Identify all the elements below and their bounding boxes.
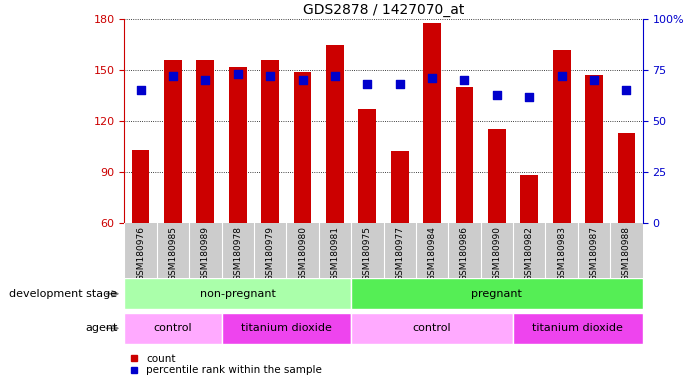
Text: GSM180976: GSM180976: [136, 227, 145, 281]
Bar: [294, 72, 312, 223]
Text: non-pregnant: non-pregnant: [200, 289, 276, 299]
Text: GSM180988: GSM180988: [622, 227, 631, 281]
Bar: [455, 87, 473, 223]
Text: GSM180984: GSM180984: [428, 227, 437, 281]
Text: agent: agent: [85, 323, 117, 333]
Point: [265, 73, 276, 79]
Text: GSM180982: GSM180982: [524, 227, 533, 281]
Bar: [585, 75, 603, 223]
Bar: [553, 50, 571, 223]
Text: GSM180983: GSM180983: [557, 227, 566, 281]
Bar: [359, 109, 376, 223]
Bar: [351, 313, 513, 344]
Title: GDS2878 / 1427070_at: GDS2878 / 1427070_at: [303, 3, 464, 17]
Text: control: control: [413, 323, 451, 333]
Text: titanium dioxide: titanium dioxide: [532, 323, 623, 333]
Text: GSM180981: GSM180981: [330, 227, 339, 281]
Point: [297, 77, 308, 83]
Text: GSM180975: GSM180975: [363, 227, 372, 281]
Text: GSM180978: GSM180978: [234, 227, 243, 281]
Text: GSM180977: GSM180977: [395, 227, 404, 281]
Text: titanium dioxide: titanium dioxide: [241, 323, 332, 333]
Point: [330, 73, 341, 79]
Bar: [520, 175, 538, 223]
Point: [232, 71, 243, 77]
Text: development stage: development stage: [10, 289, 117, 299]
Text: GSM180985: GSM180985: [169, 227, 178, 281]
Point: [556, 73, 567, 79]
Bar: [391, 152, 408, 223]
Bar: [124, 223, 643, 296]
Text: GSM180986: GSM180986: [460, 227, 469, 281]
Point: [426, 75, 437, 81]
Point: [589, 77, 600, 83]
Legend: count, percentile rank within the sample: count, percentile rank within the sample: [130, 354, 322, 375]
Bar: [423, 23, 441, 223]
Bar: [132, 150, 149, 223]
Text: GSM180980: GSM180980: [298, 227, 307, 281]
Point: [459, 77, 470, 83]
Bar: [229, 67, 247, 223]
Point: [621, 88, 632, 94]
Point: [394, 81, 405, 88]
Point: [491, 91, 502, 98]
Bar: [261, 60, 279, 223]
Point: [362, 81, 373, 88]
Bar: [618, 133, 635, 223]
Text: pregnant: pregnant: [471, 289, 522, 299]
Bar: [488, 129, 506, 223]
Text: GSM180979: GSM180979: [265, 227, 274, 281]
Bar: [513, 313, 643, 344]
Text: GSM180987: GSM180987: [589, 227, 598, 281]
Text: GSM180989: GSM180989: [201, 227, 210, 281]
Point: [524, 93, 535, 99]
Bar: [326, 45, 344, 223]
Bar: [351, 278, 643, 309]
Point: [135, 88, 146, 94]
Bar: [196, 60, 214, 223]
Point: [200, 77, 211, 83]
Bar: [124, 313, 222, 344]
Text: control: control: [153, 323, 192, 333]
Text: GSM180990: GSM180990: [493, 227, 502, 281]
Bar: [164, 60, 182, 223]
Bar: [222, 313, 351, 344]
Point: [167, 73, 178, 79]
Bar: [124, 278, 351, 309]
